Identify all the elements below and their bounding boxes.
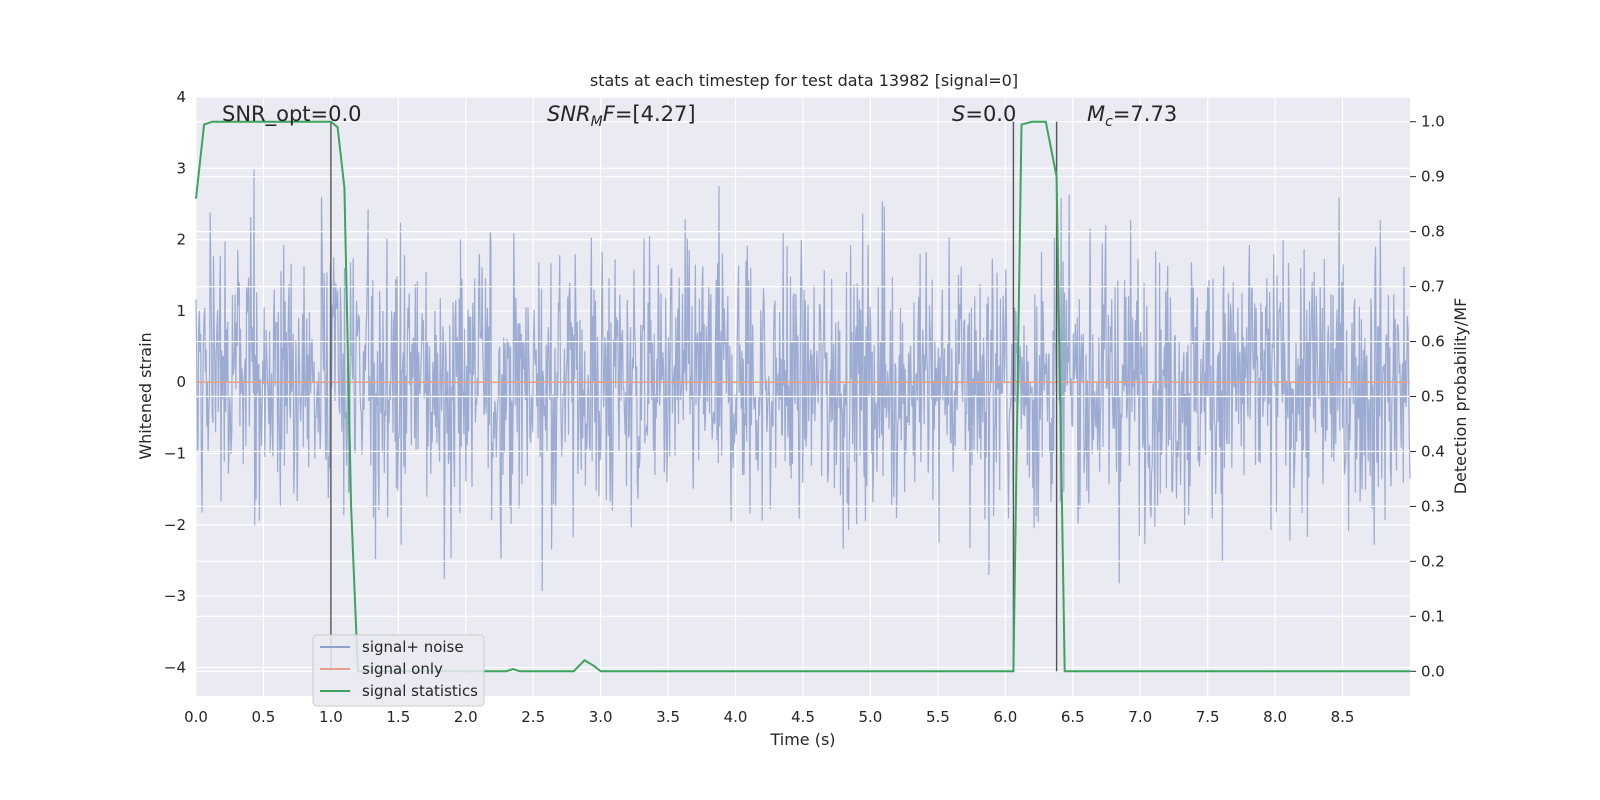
annotation-mc: Mc=7.73 xyxy=(1087,102,1177,130)
y-tick-label-1: 3 xyxy=(176,159,186,177)
annotation-snr-opt: SNR_opt=0.0 xyxy=(222,102,362,127)
right-tick-label-10: 0.0 xyxy=(1421,662,1445,680)
x-tick-label-15: 7.5 xyxy=(1196,708,1220,726)
x-tick-label-14: 7.0 xyxy=(1128,708,1152,726)
right-tick-label-4: 0.6 xyxy=(1421,333,1445,351)
x-tick-label-10: 5.0 xyxy=(859,708,883,726)
right-tick-label-2: 0.8 xyxy=(1421,223,1445,241)
noise-series xyxy=(195,169,1411,592)
legend-label-signal-only: signal only xyxy=(362,660,443,678)
x-tick-label-17: 8.5 xyxy=(1331,708,1355,726)
y-axis-label: Whitened strain xyxy=(136,332,155,459)
x-tick-label-4: 2.0 xyxy=(454,708,478,726)
x-axis-label: Time (s) xyxy=(769,730,835,749)
legend-label-noise: signal+ noise xyxy=(362,638,464,656)
x-tick-label-3: 1.5 xyxy=(386,708,410,726)
x-tick-label-11: 5.5 xyxy=(926,708,950,726)
y-tick-label-3: 1 xyxy=(176,302,186,320)
y-tick-label-5: −1 xyxy=(164,445,186,463)
x-tick-label-2: 1.0 xyxy=(319,708,343,726)
right-tick-label-9: 0.1 xyxy=(1421,607,1445,625)
y-tick-label-0: 4 xyxy=(176,88,186,106)
x-tick-label-12: 6.0 xyxy=(993,708,1017,726)
right-tick-label-6: 0.4 xyxy=(1421,442,1445,460)
x-tick-label-9: 4.5 xyxy=(791,708,815,726)
signal-statistics-series xyxy=(195,120,1410,673)
x-ticks: 0.0 0.5 1.0 1.5 2.0 2.5 3.0 3.5 4.0 4.5 5.0 5.5 6.0 6… xyxy=(184,708,1354,726)
x-tick-label-0: 0.0 xyxy=(184,708,208,726)
y-tick-label-2: 2 xyxy=(176,231,186,249)
right-tick-label-0: 1.0 xyxy=(1421,113,1445,131)
legend: signal+ noise signal only signal statist… xyxy=(312,634,485,707)
legend-label-statistics: signal statistics xyxy=(362,682,478,700)
y-ticks-right: 1.0 0.9 0.8 0.7 0.6 0.5 0.4 0.3 0.2 0.1 0.0 xyxy=(1410,113,1445,680)
right-tick-label-5: 0.5 xyxy=(1421,388,1445,406)
y-tick-label-6: −2 xyxy=(164,516,186,534)
right-tick-label-8: 0.2 xyxy=(1421,552,1445,570)
x-tick-label-8: 4.0 xyxy=(724,708,748,726)
x-tick-label-13: 6.5 xyxy=(1061,708,1085,726)
statistics-line xyxy=(195,120,1410,673)
y-tick-label-4: 0 xyxy=(176,373,186,391)
legend-box xyxy=(312,634,485,707)
y-axis-label-right: Detection probability/MF xyxy=(1451,298,1470,495)
annotation-s: S=0.0 xyxy=(952,102,1016,126)
y-tick-label-7: −3 xyxy=(164,587,186,605)
x-tick-label-7: 3.5 xyxy=(656,708,680,726)
chart-title: stats at each timestep for test data 139… xyxy=(590,71,1018,90)
x-tick-label-1: 0.5 xyxy=(252,708,276,726)
right-tick-label-7: 0.3 xyxy=(1421,497,1445,515)
right-tick-label-3: 0.7 xyxy=(1421,278,1445,296)
y-ticks-left: 4 3 2 1 0 −1 −2 −3 −4 xyxy=(164,88,186,676)
noise-line xyxy=(195,169,1411,592)
annotation-snr-mf: SNRMF=[4.27] xyxy=(547,102,696,130)
y-tick-label-8: −4 xyxy=(164,658,186,676)
right-tick-label-1: 0.9 xyxy=(1421,168,1445,186)
x-tick-label-16: 8.0 xyxy=(1263,708,1287,726)
x-tick-label-5: 2.5 xyxy=(521,708,545,726)
x-tick-label-6: 3.0 xyxy=(589,708,613,726)
